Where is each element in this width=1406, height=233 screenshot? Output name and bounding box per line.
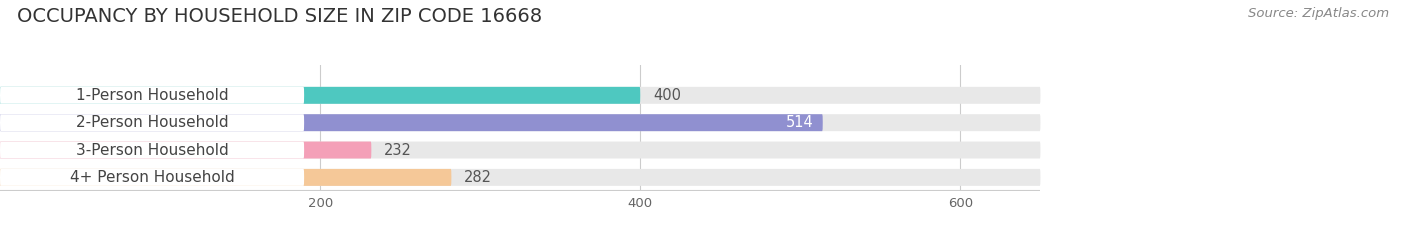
Text: 232: 232 [384,143,412,158]
Text: Source: ZipAtlas.com: Source: ZipAtlas.com [1249,7,1389,20]
FancyBboxPatch shape [0,169,451,186]
FancyBboxPatch shape [0,142,371,158]
Text: 2-Person Household: 2-Person Household [76,115,228,130]
Text: 4+ Person Household: 4+ Person Household [70,170,235,185]
FancyBboxPatch shape [0,87,304,104]
Text: 282: 282 [464,170,492,185]
Text: 1-Person Household: 1-Person Household [76,88,228,103]
FancyBboxPatch shape [0,142,1040,158]
FancyBboxPatch shape [0,169,1040,186]
FancyBboxPatch shape [0,169,304,186]
Text: 400: 400 [652,88,681,103]
FancyBboxPatch shape [0,114,304,131]
FancyBboxPatch shape [0,142,304,158]
FancyBboxPatch shape [0,87,640,104]
Text: 3-Person Household: 3-Person Household [76,143,228,158]
Text: 514: 514 [786,115,813,130]
FancyBboxPatch shape [0,87,1040,104]
FancyBboxPatch shape [0,114,1040,131]
FancyBboxPatch shape [0,114,823,131]
Text: OCCUPANCY BY HOUSEHOLD SIZE IN ZIP CODE 16668: OCCUPANCY BY HOUSEHOLD SIZE IN ZIP CODE … [17,7,541,26]
